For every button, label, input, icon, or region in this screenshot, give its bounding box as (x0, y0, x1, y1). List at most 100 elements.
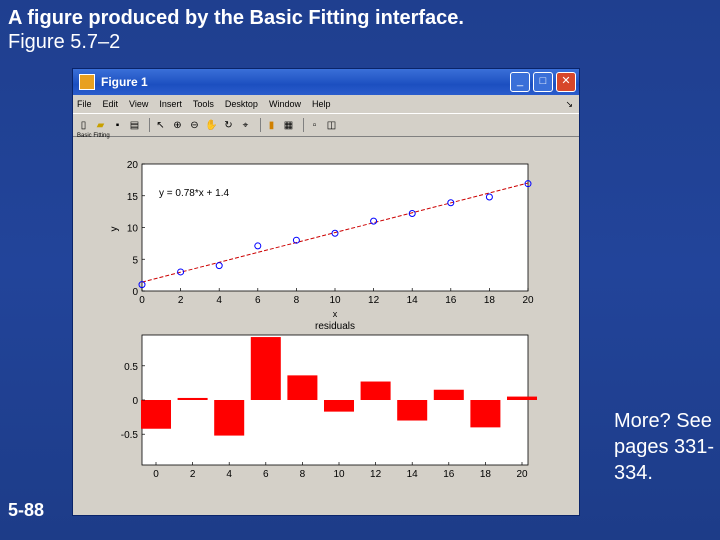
menu-bar: File Edit View Insert Tools Desktop Wind… (73, 95, 579, 113)
residual-bar (360, 381, 391, 400)
x-tick-label: 20 (522, 295, 534, 306)
maximize-button[interactable]: □ (533, 72, 553, 92)
slide-title-line2: Figure 5.7–2 (8, 31, 121, 53)
x-tick-label: 12 (370, 469, 382, 480)
data-point (292, 236, 300, 244)
slide-number: 5-88 (8, 500, 45, 520)
zoom-in-icon[interactable]: ⊕ (173, 119, 182, 131)
data-point (138, 281, 146, 289)
data-point (370, 217, 378, 225)
y-tick-label: 10 (127, 224, 139, 235)
x-tick-label: 0 (153, 469, 159, 480)
data-point (177, 268, 185, 276)
matlab-figure-icon (79, 74, 95, 90)
x-tick-label: 2 (190, 469, 196, 480)
toolbar-separator (149, 118, 150, 132)
dock-arrow-icon[interactable]: ↘ (565, 98, 573, 109)
x-tick-label: 10 (333, 469, 345, 480)
slide-title-line1: A figure produced by the Basic Fitting i… (8, 7, 464, 29)
residuals-axes: residuals 0 2 4 6 8 10 12 14 16 18 20 0.5 0 -0.5 (121, 321, 538, 480)
plot-tools-hide-icon[interactable]: ▫ (312, 119, 317, 131)
y-tick-label: 15 (127, 192, 139, 203)
data-point (254, 242, 262, 250)
residual-bar (177, 397, 208, 400)
zoom-out-icon[interactable]: ⊖ (190, 119, 199, 131)
figure-window: Figure 1 _ □ ✕ File Edit View Insert Too… (72, 68, 580, 516)
x-tick-label: 14 (407, 295, 419, 306)
window-title: Figure 1 (101, 75, 148, 89)
x-tick-label: 4 (226, 469, 232, 480)
rotate-icon[interactable]: ↻ (224, 119, 233, 131)
y-tick-label: 0 (132, 287, 138, 298)
data-point (215, 262, 223, 270)
colorbar-icon[interactable]: ▮ (268, 119, 275, 131)
print-icon[interactable]: ▤ (129, 119, 140, 131)
x-tick-label: 8 (294, 295, 300, 306)
y-tick-label: 0.5 (124, 362, 138, 373)
more-reference-note: More? See pages 331-334. (614, 410, 715, 484)
fit-annotation: y = 0.78*x + 1.4 (159, 188, 229, 199)
toolbar-separator (303, 118, 304, 132)
plot-tools-show-icon[interactable]: ◫ (326, 119, 337, 131)
minimize-button[interactable]: _ (510, 72, 530, 92)
save-icon[interactable]: ▪ (115, 119, 120, 131)
x-tick-label: 16 (443, 469, 455, 480)
fit-line (141, 182, 529, 283)
y-tick-label: 0 (132, 396, 138, 407)
residual-bar (140, 400, 172, 429)
data-point (485, 193, 493, 201)
pointer-icon[interactable]: ↖ (156, 119, 165, 131)
residual-bar (287, 375, 318, 400)
new-file-icon[interactable]: ▯ (80, 119, 87, 131)
data-point (408, 210, 416, 218)
menu-edit[interactable]: Edit (102, 99, 119, 109)
data-point (524, 180, 532, 188)
residual-bar (250, 337, 281, 400)
menu-insert[interactable]: Insert (159, 99, 182, 109)
close-button[interactable]: ✕ (556, 72, 576, 92)
menu-file[interactable]: File (77, 99, 92, 109)
y-tick-label: -0.5 (121, 430, 139, 441)
menu-help[interactable]: Help (311, 99, 331, 109)
x-tick-label: 6 (263, 469, 269, 480)
y-tick-label: 5 (132, 255, 138, 266)
menu-view[interactable]: View (129, 99, 149, 109)
data-point (331, 229, 339, 237)
y-tick-label: 20 (127, 160, 139, 171)
plot-area: y = 0.78*x + 1.4 y x 0 2 4 6 8 10 12 14 16 18 2005… (109, 160, 538, 480)
y-axis-label: y (109, 227, 120, 232)
x-tick-label: 18 (484, 295, 496, 306)
figure-toolbar: ▯ ▰ ▪ ▤ ↖ ⊕ ⊖ ✋ ↻ ⌖ ▮ ▦ ▫ ◫ (73, 113, 579, 137)
x-tick-label: 8 (300, 469, 306, 480)
open-folder-icon[interactable]: ▰ (96, 119, 105, 131)
residual-bar (397, 400, 428, 421)
legend-icon[interactable]: ▦ (283, 119, 294, 131)
menu-window[interactable]: Window (268, 99, 301, 109)
pan-icon[interactable]: ✋ (205, 119, 218, 131)
x-tick-label: 2 (178, 295, 184, 306)
residual-bar (323, 400, 355, 412)
data-cursor-icon[interactable]: ⌖ (242, 119, 249, 131)
residual-bar (506, 396, 538, 400)
menu-tools[interactable]: Tools (192, 99, 214, 109)
menu-desktop[interactable]: Desktop (224, 99, 258, 109)
figure-label: Basic Fitting (77, 133, 110, 139)
residual-bar (470, 400, 501, 428)
x-tick-label: 10 (329, 295, 341, 306)
fit-axes: y = 0.78*x + 1.4 y x 0 2 4 6 8 10 12 14 16 18 20 0 5… (109, 160, 534, 319)
fit-axes-box (141, 163, 529, 292)
x-tick-label: 0 (139, 295, 145, 306)
data-point (447, 199, 455, 207)
x-tick-label: 18 (480, 469, 492, 480)
x-axis-label: x (333, 309, 338, 319)
window-titlebar[interactable]: Figure 1 _ □ ✕ (73, 69, 579, 95)
residual-bar (214, 400, 245, 436)
x-tick-label: 14 (407, 469, 419, 480)
x-tick-label: 16 (445, 295, 457, 306)
x-tick-label: 4 (216, 295, 222, 306)
toolbar-separator (260, 118, 261, 132)
residual-bar (433, 389, 464, 400)
x-tick-label: 6 (255, 295, 261, 306)
residuals-title: residuals (315, 321, 355, 332)
x-tick-label: 20 (516, 469, 528, 480)
